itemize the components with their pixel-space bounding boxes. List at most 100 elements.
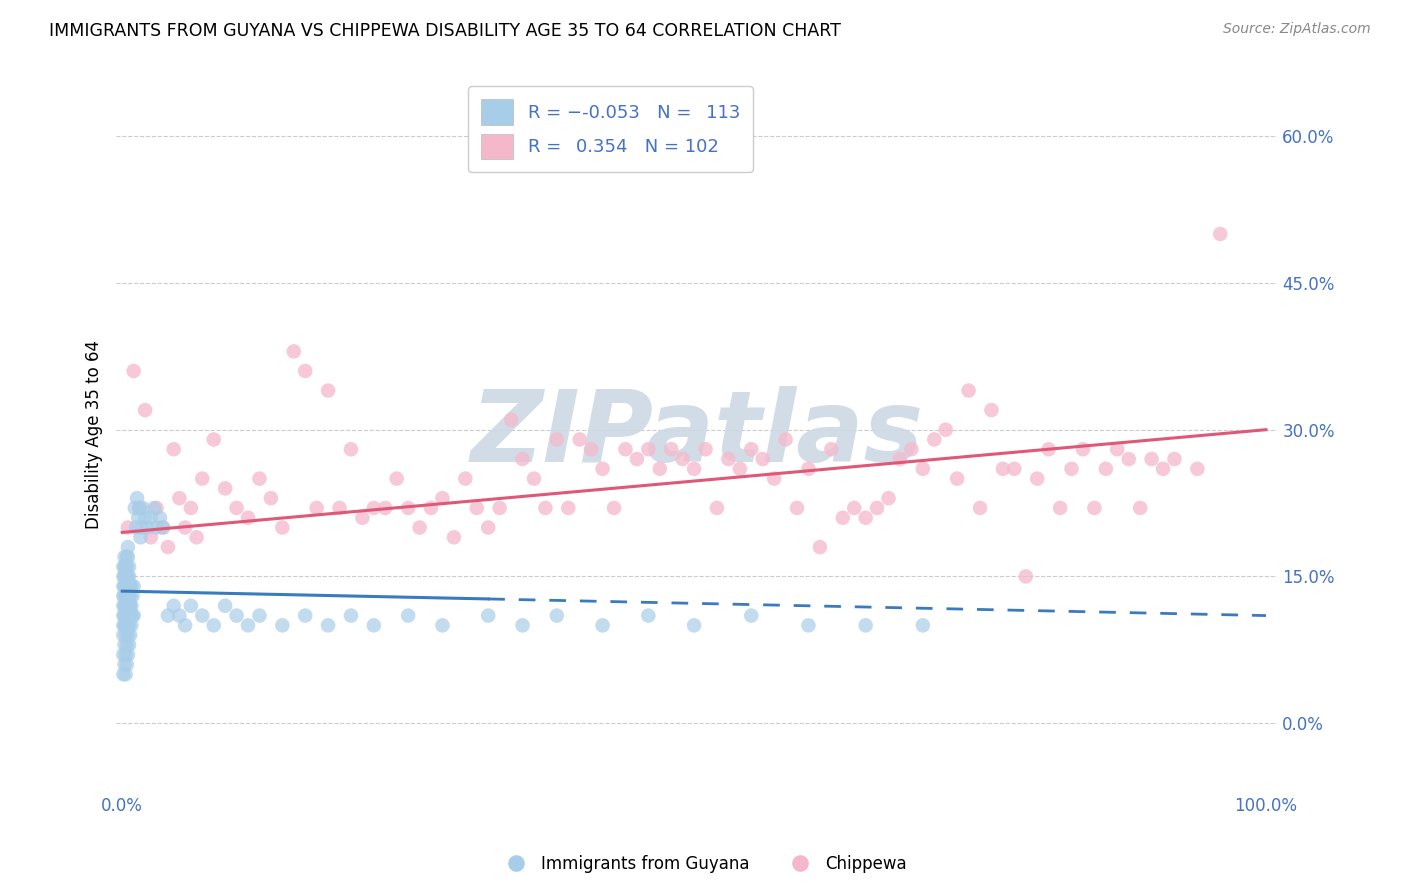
Point [763,472,786,486]
Point [797,462,820,476]
Point [117,579,139,593]
Point [114,638,136,652]
Legend: R = −-0.053   N =  113, R =  0.354   N = 102: R = −-0.053 N = 113, R = 0.354 N = 102 [468,87,752,172]
Point [120,579,142,593]
Point [740,608,762,623]
Point [855,510,877,524]
Point [114,648,136,662]
Point [156,540,179,554]
Point [118,579,141,593]
Point [614,442,637,457]
Point [117,569,139,583]
Point [969,500,991,515]
Point [118,608,141,623]
Point [118,599,141,613]
Point [408,520,430,534]
Point [808,540,831,554]
Point [775,433,797,447]
Point [120,618,142,632]
Point [831,510,853,524]
Point [149,510,172,524]
Point [112,569,135,583]
Point [118,589,141,603]
Point [214,599,236,613]
Point [125,520,148,534]
Point [117,549,139,564]
Point [855,618,877,632]
Point [121,608,143,623]
Point [120,589,142,603]
Point [328,500,350,515]
Point [117,520,139,534]
Point [717,452,740,467]
Point [202,618,225,632]
Point [117,628,139,642]
Point [202,433,225,447]
Point [740,442,762,457]
Point [797,618,820,632]
Point [546,608,568,623]
Point [186,530,208,544]
Point [249,608,271,623]
Point [363,500,385,515]
Point [114,608,136,623]
Point [117,599,139,613]
Legend: Immigrants from Guyana, Chippewa: Immigrants from Guyana, Chippewa [494,848,912,880]
Point [156,608,179,623]
Point [420,500,443,515]
Point [118,569,141,583]
Point [283,344,305,359]
Point [115,599,138,613]
Point [120,599,142,613]
Point [163,599,186,613]
Point [128,500,150,515]
Point [877,491,900,505]
Point [169,608,191,623]
Point [396,500,419,515]
Point [922,433,945,447]
Point [129,530,152,544]
Point [271,520,294,534]
Point [117,540,139,554]
Point [523,472,546,486]
Point [706,500,728,515]
Point [115,559,138,574]
Point [121,589,143,603]
Point [134,510,156,524]
Point [1095,462,1118,476]
Point [534,500,557,515]
Point [114,667,136,681]
Point [637,442,659,457]
Point [477,608,499,623]
Point [180,500,202,515]
Point [214,482,236,496]
Point [1038,442,1060,457]
Point [127,510,149,524]
Point [128,500,150,515]
Point [191,472,214,486]
Point [454,472,477,486]
Point [260,491,283,505]
Point [1107,442,1129,457]
Point [145,500,167,515]
Point [112,599,135,613]
Point [145,520,167,534]
Text: Source: ZipAtlas.com: Source: ZipAtlas.com [1223,22,1371,37]
Point [120,608,142,623]
Point [294,608,316,623]
Point [751,452,773,467]
Point [114,599,136,613]
Point [236,510,259,524]
Point [991,462,1014,476]
Point [112,559,135,574]
Point [592,618,614,632]
Point [512,618,534,632]
Point [432,618,454,632]
Point [568,433,591,447]
Point [118,618,141,632]
Point [648,462,671,476]
Point [1163,452,1185,467]
Point [385,472,408,486]
Point [114,559,136,574]
Point [728,462,751,476]
